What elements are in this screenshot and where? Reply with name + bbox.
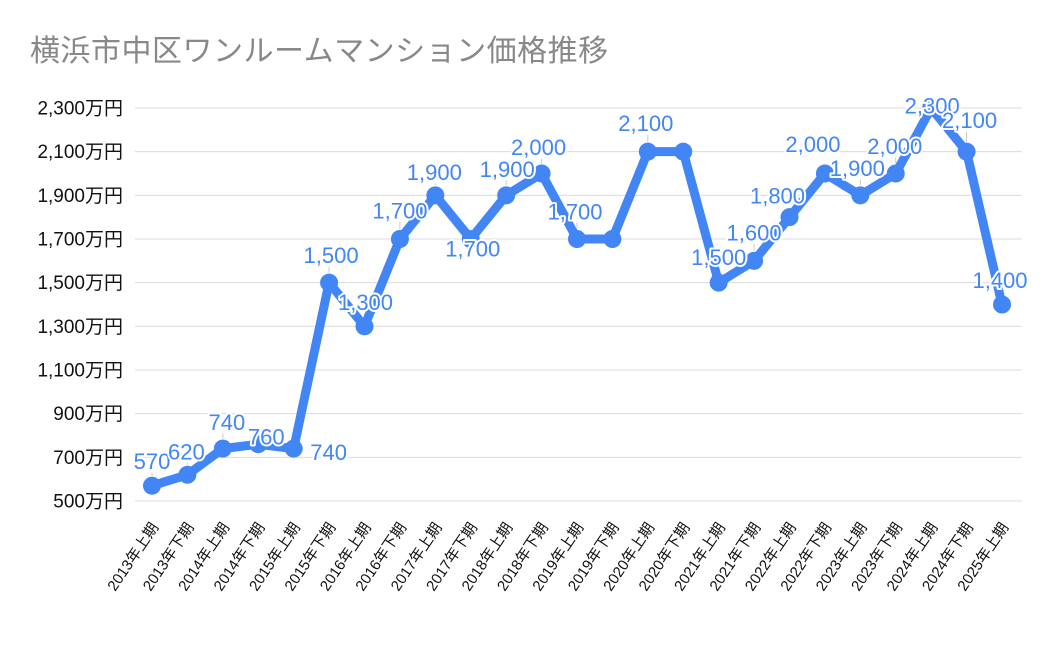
data-point-label: 1,800 — [750, 184, 805, 209]
data-point-label: 1,400 — [972, 268, 1027, 293]
data-point[interactable] — [213, 439, 232, 458]
data-point[interactable] — [355, 317, 374, 336]
y-axis-tick-label: 2,300万円 — [37, 99, 123, 120]
data-point[interactable] — [993, 295, 1011, 314]
y-axis-tick-label: 1,700万円 — [37, 230, 123, 251]
y-axis-tick-label: 900万円 — [53, 404, 123, 425]
data-point[interactable] — [638, 142, 657, 161]
y-axis-tick-label: 700万円 — [53, 448, 123, 469]
data-point[interactable] — [178, 465, 197, 484]
y-axis-tick-labels: 500万円 700万円 900万円 1,100万円 1,300万円 1,500万円 1,70… — [37, 99, 123, 513]
data-point-label: 1,700 — [547, 200, 602, 225]
y-axis-tick-label: 500万円 — [53, 492, 123, 513]
data-point[interactable] — [745, 251, 764, 270]
data-point[interactable] — [886, 164, 905, 183]
data-point-label: 2,100 — [618, 111, 673, 136]
y-axis-tick-label: 1,100万円 — [37, 361, 123, 382]
data-point[interactable] — [284, 439, 303, 458]
data-point[interactable] — [426, 186, 445, 205]
data-point-label: 2,000 — [511, 135, 566, 160]
data-point[interactable] — [568, 230, 586, 248]
data-point-label: 620 — [168, 439, 205, 464]
data-point-label: 2,300 — [905, 94, 960, 119]
data-point[interactable] — [143, 476, 161, 495]
y-axis-tick-label: 1,300万円 — [37, 317, 123, 338]
data-point[interactable] — [674, 142, 693, 161]
data-point[interactable] — [851, 186, 870, 205]
data-point[interactable] — [461, 230, 480, 248]
data-point[interactable] — [320, 273, 339, 292]
data-point-label: 2,100 — [942, 108, 997, 133]
data-point[interactable] — [815, 164, 834, 183]
data-point[interactable] — [922, 99, 941, 117]
data-point[interactable] — [709, 273, 728, 292]
y-axis-tick-label: 1,900万円 — [37, 186, 123, 207]
data-point-label: 1,900 — [830, 156, 885, 181]
y-axis-tick-label: 2,100万円 — [37, 142, 123, 163]
y-gridlines — [135, 107, 1022, 502]
data-point[interactable] — [390, 230, 409, 248]
data-point-label: 2,000 — [785, 132, 840, 157]
data-point-label: 1,700 — [445, 237, 500, 262]
data-point-label: 1,700 — [372, 199, 427, 224]
data-point-label: 740 — [208, 410, 245, 435]
data-point-label: 1,900 — [480, 157, 535, 182]
data-point[interactable] — [249, 435, 268, 454]
y-axis-tick-label: 1,500万円 — [37, 273, 123, 294]
chart-title: 横浜市中区ワンルームマンション価格推移 — [30, 35, 609, 68]
data-labels: 5706207407607401,5001,3001,7001,9001,700… — [132, 92, 1030, 477]
data-point[interactable] — [532, 164, 551, 183]
x-axis-tick-labels: 2013年上期2013年下期2014年上期2014年下期2015年上期2015年… — [104, 520, 1012, 594]
data-point-label: 740 — [310, 440, 347, 465]
data-point[interactable] — [780, 208, 799, 227]
data-point-label: 1,900 — [407, 160, 462, 185]
data-point-label: 1,600 — [727, 220, 782, 245]
data-point-label: 2,000 — [867, 134, 922, 159]
data-points — [143, 99, 1011, 495]
data-point[interactable] — [497, 186, 516, 205]
data-point-label: 760 — [248, 425, 285, 450]
data-point-label: 1,500 — [304, 243, 359, 268]
data-point[interactable] — [603, 230, 622, 248]
data-point-label: 570 — [134, 449, 171, 474]
data-point-label: 1,300 — [338, 290, 393, 315]
data-point-label: 1,500 — [691, 245, 746, 270]
data-point[interactable] — [957, 142, 976, 161]
